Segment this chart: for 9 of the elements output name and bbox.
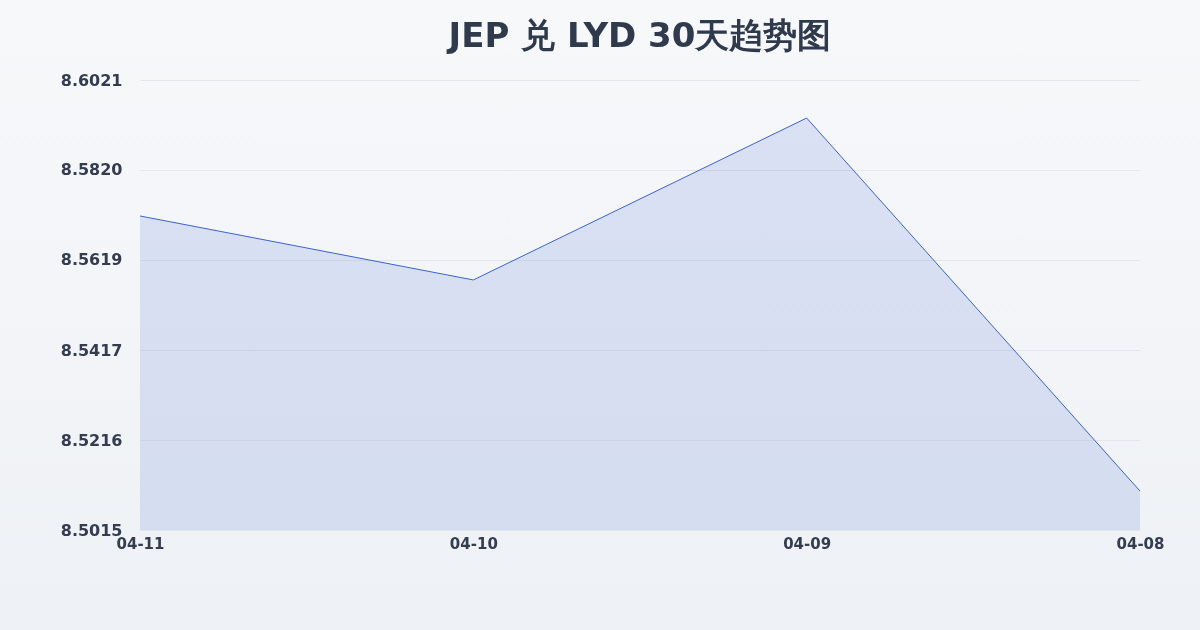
y-tick-label: 8.5417 — [60, 340, 123, 360]
y-tick-label: 8.5216 — [60, 430, 123, 450]
y-tick-label: 8.5820 — [60, 160, 123, 180]
x-tick-label: 04-10 — [449, 534, 498, 553]
chart-title: JEP 兑 LYD 30天趋势图 — [446, 15, 832, 55]
x-tick-label: 04-09 — [783, 534, 832, 553]
x-tick-label: 04-08 — [1116, 534, 1165, 553]
y-tick-label: 8.5619 — [60, 250, 123, 270]
y-tick-label: 8.6021 — [60, 70, 123, 90]
